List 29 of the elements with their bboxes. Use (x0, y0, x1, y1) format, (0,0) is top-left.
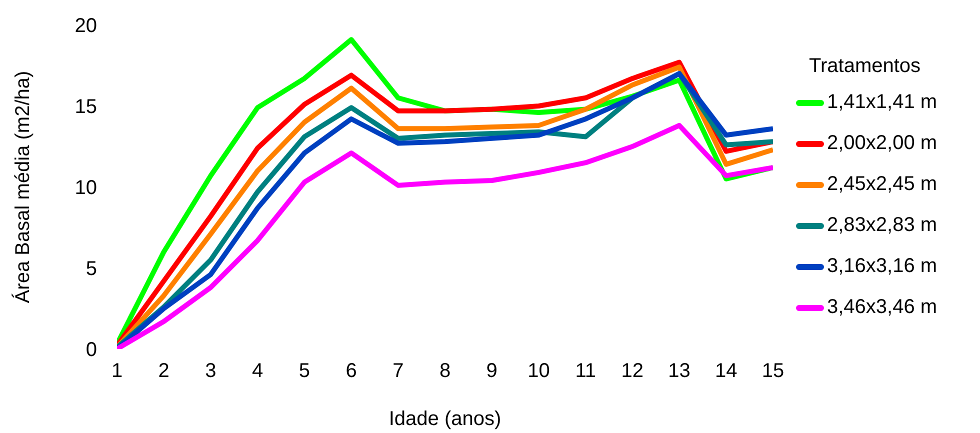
legend-label: 2,83x2,83 m (827, 214, 938, 237)
legend-title: Tratamentos (809, 55, 922, 78)
y-tick-label: 5 (86, 258, 97, 280)
y-tick-label: 10 (74, 177, 97, 200)
x-tick-label: 7 (392, 360, 404, 382)
x-tick-label: 6 (346, 360, 357, 382)
x-tick-label: 10 (528, 360, 550, 382)
x-tick-label: 9 (486, 360, 498, 382)
x-tick-label: 3 (205, 360, 216, 382)
x-tick-label: 8 (439, 360, 451, 382)
x-tick-label: 1 (111, 360, 123, 382)
x-tick-label: 5 (298, 360, 310, 382)
legend-label: 1,41x1,41 m (827, 91, 938, 114)
y-tick-label: 20 (74, 15, 97, 38)
x-tick-label: 4 (252, 360, 264, 382)
x-tick-label: 13 (668, 360, 690, 382)
y-axis-title: Área Basal média (m2/ha) (11, 70, 34, 304)
legend-label: 3,46x3,46 m (827, 296, 938, 319)
y-tick-label: 0 (86, 339, 97, 362)
x-axis-title: Idade (anos) (388, 408, 502, 430)
legend-label: 2,45x2,45 m (827, 173, 938, 196)
legend-label: 2,00x2,00 m (827, 132, 938, 155)
x-tick-label: 11 (575, 360, 596, 382)
legend-label: 3,16x3,16 m (827, 255, 938, 278)
x-tick-label: 15 (762, 360, 784, 382)
x-tick-label: 12 (621, 360, 644, 382)
y-tick-label: 15 (74, 96, 97, 118)
x-tick-label: 2 (158, 360, 170, 382)
x-tick-label: 14 (715, 360, 738, 382)
